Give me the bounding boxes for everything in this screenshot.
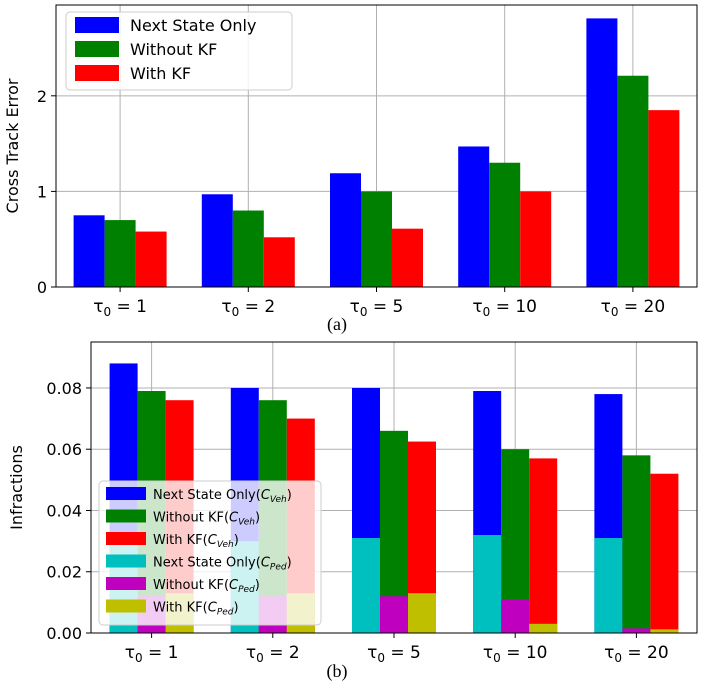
bar-without-kf	[232, 210, 264, 287]
b-x-tick-label: τ0 = 10	[483, 643, 548, 665]
bar-without-kf	[489, 162, 521, 287]
bar-without-kf-c-ped-	[622, 628, 651, 633]
legend-label: Without KF	[130, 40, 217, 59]
bar-without-kf-c-ped-	[380, 596, 408, 633]
bar-with-kf	[263, 237, 295, 287]
panel-a-chart: 0 1 2 τ0 = 1 τ0 = 2 τ0 = 5 τ0 = 10 τ0 = 20 Cro…	[3, 4, 698, 335]
bar-next-state-only-c-ped-	[473, 534, 502, 633]
bar-next-state-only	[73, 215, 105, 287]
bar-with-kf-c-ped-	[529, 623, 558, 633]
bar-next-state-only-c-ped-	[352, 538, 380, 633]
legend-label: Without KF(CVeh)	[153, 511, 260, 528]
legend-label: Next State Only(CVeh)	[153, 488, 292, 505]
a-x-tick-label: τ0 = 20	[601, 297, 666, 319]
panel-a-bars	[73, 18, 680, 287]
b-y-tick-label: 0.06	[46, 440, 82, 459]
legend-swatch	[75, 65, 119, 81]
bar-with-kf	[648, 110, 680, 287]
legend-swatch	[106, 532, 146, 545]
bar-with-kf-c-ped-	[650, 629, 679, 633]
panel-b-chart: Next State Only(CVeh) Without KF(CVeh) Wit…	[7, 341, 698, 682]
panel-a-y-ticks: 0 1 2	[37, 87, 56, 297]
a-y-tick-label: 0	[37, 278, 47, 297]
legend-label: With KF(CPed)	[153, 601, 239, 618]
bar-without-kf	[104, 220, 136, 287]
bar-next-state-only	[330, 173, 361, 287]
b-x-tick-label: τ0 = 2	[246, 643, 300, 665]
bar-next-state-only	[201, 194, 233, 287]
bar-with-kf	[135, 231, 167, 287]
a-x-tick-label: τ0 = 5	[350, 297, 404, 319]
panel-a-x-ticks: τ0 = 1 τ0 = 2 τ0 = 5 τ0 = 10 τ0 = 20	[93, 287, 665, 319]
bar-without-kf	[617, 75, 649, 287]
bar-next-state-only	[458, 146, 490, 287]
b-y-tick-label: 0.08	[46, 379, 82, 398]
legend-box	[98, 480, 322, 626]
legend-label: Without KF(CPed)	[153, 578, 260, 595]
panel-b-caption: (b)	[327, 661, 348, 682]
panel-a-y-axis-label: Cross Track Error	[3, 78, 22, 213]
b-y-tick-label: 0.04	[46, 501, 82, 520]
bar-with-kf-c-veh-	[529, 458, 558, 633]
panel-a-legend: Next State Only Without KF With KF	[65, 11, 293, 91]
legend-label: Next State Only(CPed)	[153, 556, 292, 573]
legend-swatch	[75, 41, 119, 57]
a-x-tick-label: τ0 = 10	[472, 297, 537, 319]
bar-with-kf	[392, 228, 423, 287]
legend-swatch	[75, 17, 119, 33]
panel-b-legend: Next State Only(CVeh) Without KF(CVeh) Wit…	[98, 480, 322, 626]
legend-label: With KF	[130, 64, 191, 83]
a-y-tick-label: 2	[37, 87, 47, 106]
b-y-tick-label: 0.02	[46, 563, 82, 582]
legend-label: With KF(CVeh)	[153, 533, 239, 550]
bar-next-state-only-c-ped-	[594, 538, 623, 633]
bar-next-state-only	[586, 18, 618, 287]
panel-b-y-ticks: 0.00 0.02 0.04 0.06 0.08	[46, 379, 91, 643]
legend-swatch	[106, 487, 146, 500]
b-x-tick-label: τ0 = 5	[367, 643, 421, 665]
bar-without-kf-c-veh-	[622, 455, 651, 633]
bar-with-kf-c-ped-	[408, 593, 436, 633]
panel-b-y-axis-label: Infractions	[7, 445, 26, 530]
b-x-tick-label: τ0 = 1	[125, 643, 179, 665]
bar-without-kf	[361, 191, 392, 287]
b-x-tick-label: τ0 = 20	[604, 643, 669, 665]
legend-swatch	[106, 577, 146, 590]
legend-label: Next State Only	[130, 16, 256, 35]
a-y-tick-label: 1	[37, 182, 47, 201]
panel-a-caption: (a)	[327, 314, 347, 335]
a-x-tick-label: τ0 = 1	[93, 297, 147, 319]
legend-swatch	[106, 554, 146, 568]
panel-b-x-ticks: τ0 = 1 τ0 = 2 τ0 = 5 τ0 = 10 τ0 = 20	[125, 633, 669, 665]
legend-swatch	[106, 599, 146, 613]
b-y-tick-label: 0.00	[46, 624, 82, 643]
bar-with-kf-c-veh-	[650, 473, 679, 633]
a-x-tick-label: τ0 = 2	[221, 297, 275, 319]
legend-swatch	[106, 509, 146, 523]
legend-box	[65, 11, 293, 91]
bar-without-kf-c-ped-	[501, 599, 530, 633]
bar-with-kf	[520, 191, 552, 287]
